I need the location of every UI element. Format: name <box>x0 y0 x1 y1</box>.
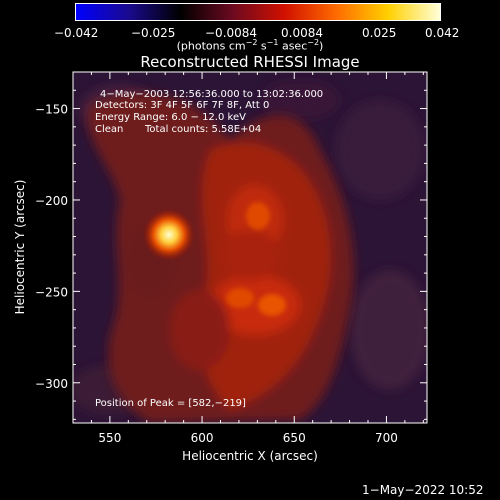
y-tick-label: −200 <box>35 194 68 208</box>
x-axis: 550 600 650 700 <box>72 72 424 445</box>
colorbar-gradient <box>76 4 440 20</box>
x-axis-label: Heliocentric X (arcsec) <box>182 449 318 463</box>
detectors-annotation: Detectors: 3F 4F 5F 6F 7F 8F, Att 0 <box>95 100 270 111</box>
y-axis-label: Heliocentric Y (arcsec) <box>13 179 27 315</box>
x-tick-label: 650 <box>283 431 306 445</box>
colorbar-unit: (photons cm−2 s−1 asec−2) <box>176 38 324 53</box>
colorbar-tick-label: 0.042 <box>425 26 460 40</box>
plot-title: Reconstructed RHESSI Image <box>140 53 360 71</box>
y-tick-label: −300 <box>35 377 68 391</box>
colorbar <box>75 3 441 21</box>
y-tick-label: −250 <box>35 285 68 299</box>
colorbar-tick-label: 0.025 <box>362 26 397 40</box>
plot-frame <box>72 71 428 424</box>
colorbar-tick-label: 0.0084 <box>281 26 323 40</box>
colorbar-tick-label: −0.0084 <box>205 26 258 40</box>
energy-range-annotation: Energy Range: 6.0 − 12.0 keV <box>95 112 246 123</box>
time-range-annotation: 4−May−2003 12:56:36.000 to 13:02:36.000 <box>100 89 324 100</box>
y-axis: −150 −200 −250 −300 <box>35 71 427 420</box>
clean-annotation: Clean <box>95 124 124 135</box>
footer-date: 1−May−2022 10:52 <box>362 483 484 497</box>
peak-position-annotation: Position of Peak = [582,−219] <box>95 398 246 409</box>
colorbar-tick-label: −0.042 <box>54 26 99 40</box>
rhessi-image <box>73 72 427 423</box>
y-tick-label: −150 <box>35 103 68 117</box>
x-tick-label: 600 <box>191 431 214 445</box>
peak-source <box>142 208 195 261</box>
x-tick-label: 550 <box>98 431 121 445</box>
colorbar-tick-label: −0.025 <box>131 26 176 40</box>
x-tick-label: 700 <box>375 431 398 445</box>
total-counts-annotation: Total counts: 5.58E+04 <box>145 124 262 135</box>
